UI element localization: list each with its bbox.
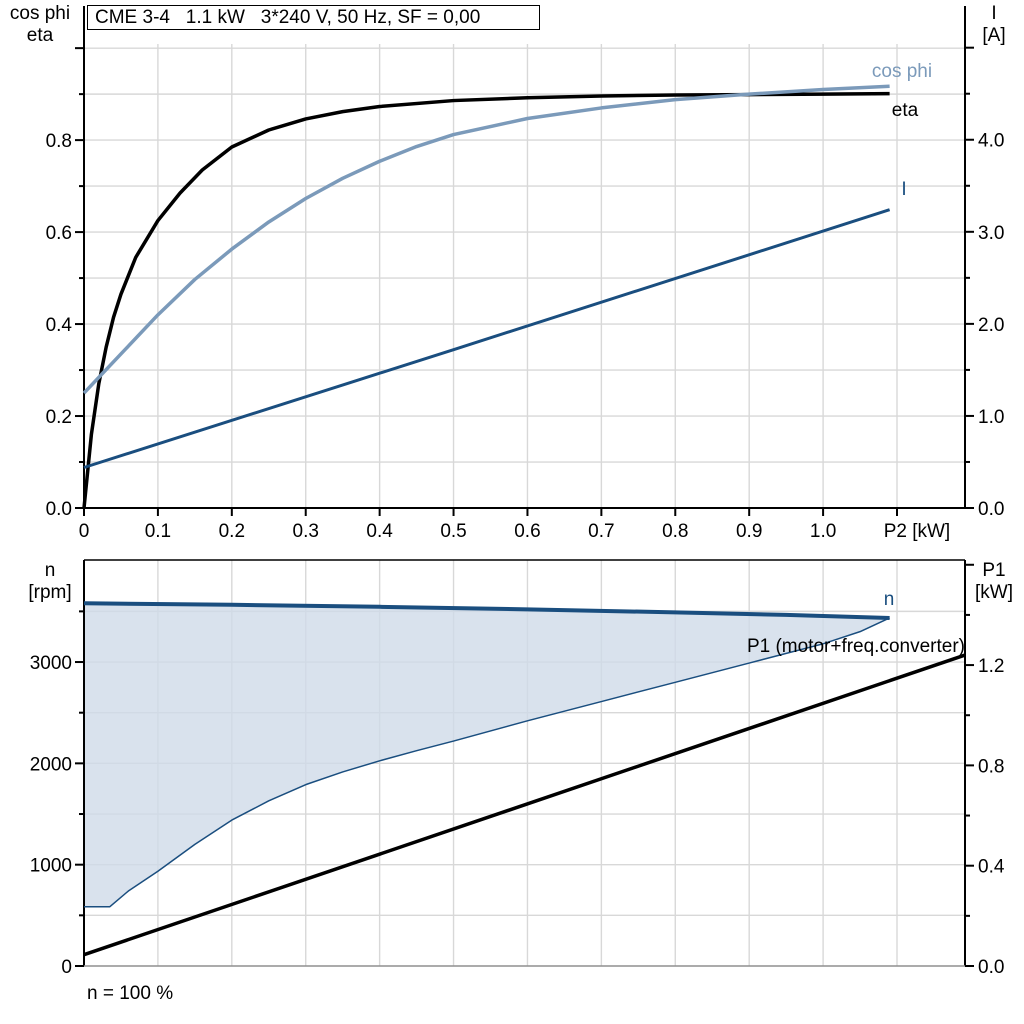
speed-percent-note: n = 100 %: [87, 983, 174, 1004]
tick-label: 0.8: [46, 131, 72, 152]
axis-title-line: [kW]: [975, 582, 1013, 603]
chart-title-box: CME 3-4 1.1 kW 3*240 V, 50 Hz, SF = 0,00: [87, 5, 540, 30]
series-n-min: [84, 617, 890, 908]
chart-top: 0.0 0.2 0.4 0.6 0.8 0.0 1.0 2.0 3.0 4.0 0 0.1 0.2 0.3…: [46, 6, 1004, 542]
series-eta: [82, 91, 890, 509]
tick-label: 0.2: [219, 521, 245, 542]
tick-label: 0.8: [662, 521, 688, 542]
tick-label: 0: [79, 521, 90, 542]
series-i: [83, 208, 891, 469]
current-curve-label: I: [901, 179, 907, 200]
tick-label: 3.0: [978, 223, 1004, 244]
series-p1-motor-freq-converter-: [83, 653, 966, 957]
top-chart-left-axis-title: cos phi eta: [2, 3, 78, 47]
tick-label: 0.4: [366, 521, 393, 542]
p1-curve-label: P1 (motor+freq.converter): [746, 636, 965, 657]
tick-label: 0.1: [145, 521, 171, 542]
axis-title-line: [A]: [982, 25, 1006, 46]
tick-label: 0.2: [46, 407, 72, 428]
tick-label: 0.4: [46, 315, 73, 336]
tick-label: 0.0: [978, 957, 1004, 978]
tick-label: 0: [61, 957, 72, 978]
axis-title-line: I: [991, 3, 997, 24]
axis-ticks: 0 1000 2000 3000 0.0 0.4 0.8 1.2: [30, 563, 1005, 978]
tick-label: 1000: [30, 856, 72, 877]
tick-label: 1.2: [978, 656, 1004, 677]
bottom-chart-right-axis-title: P1 [kW]: [964, 560, 1024, 604]
top-chart-right-axis-title: I [A]: [964, 3, 1024, 47]
tick-label: 0.6: [46, 223, 72, 244]
tick-label: 0.7: [588, 521, 614, 542]
tick-label: 0.0: [46, 499, 72, 520]
axis-ticks: 0.0 0.2 0.4 0.6 0.8 0.0 1.0 2.0 3.0 4.0 0 0.1 0.2 0.3…: [46, 46, 1004, 542]
axis-title-line: P1: [982, 560, 1006, 581]
tick-label: 2000: [30, 754, 72, 775]
series-cos-phi: [82, 84, 890, 395]
tick-label: 4.0: [978, 131, 1004, 152]
bottom-chart-left-axis-title: n [rpm]: [8, 560, 92, 604]
speed-curve-label: n: [883, 589, 895, 610]
eta-curve-label: eta: [891, 100, 919, 121]
tick-label: P2 [kW]: [884, 521, 951, 542]
cos-phi-curve-label: cos phi: [871, 61, 933, 82]
axis-title-line: n: [44, 560, 56, 581]
tick-label: 1.0: [978, 407, 1004, 428]
tick-label: 0.5: [440, 521, 466, 542]
axis-title-line: cos phi: [9, 3, 71, 24]
chart-bottom: 0 1000 2000 3000 0.0 0.4 0.8 1.2: [30, 559, 1005, 978]
tick-label: 0.0: [978, 499, 1004, 520]
tick-label: 2.0: [978, 315, 1004, 336]
tick-label: 0.4: [978, 857, 1005, 878]
tick-label: 0.3: [293, 521, 319, 542]
axis-title-line: eta: [26, 25, 54, 46]
tick-label: 1.0: [810, 521, 836, 542]
tick-label: 0.9: [736, 521, 762, 542]
tick-label: 0.8: [978, 756, 1004, 777]
series-n: [83, 601, 890, 620]
axis-title-line: [rpm]: [28, 582, 72, 603]
gridlines: [84, 44, 965, 508]
tick-label: 0.6: [514, 521, 540, 542]
duty-range-fill: [84, 603, 890, 907]
tick-label: 3000: [30, 653, 72, 674]
